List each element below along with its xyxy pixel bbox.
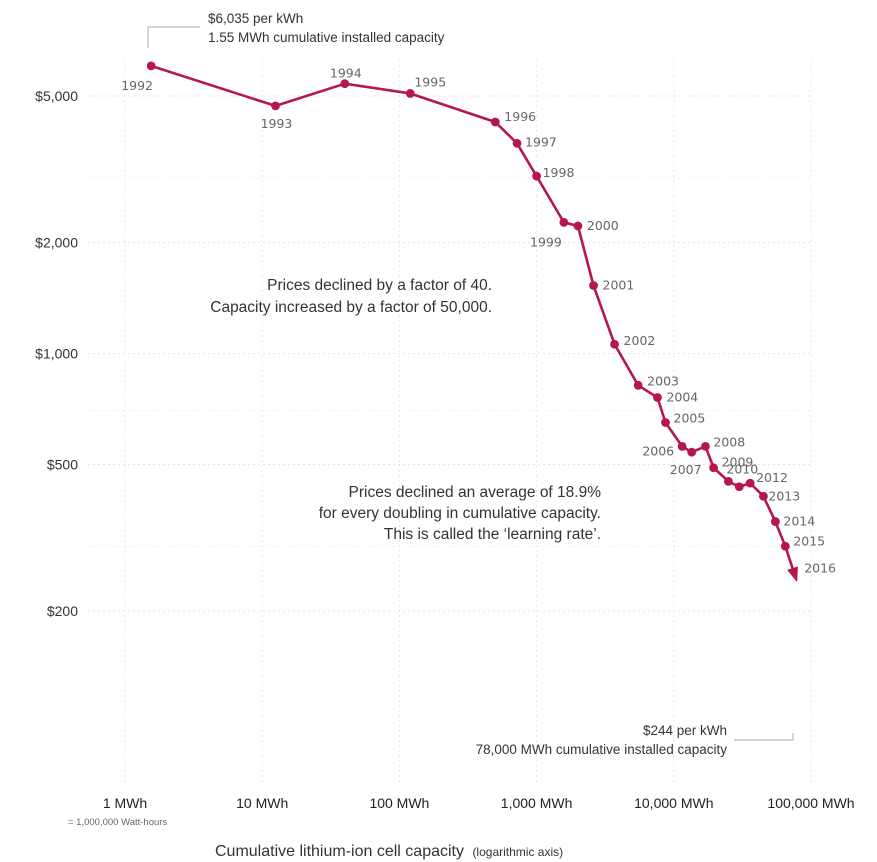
learning-rate-line3: This is called the ‘learning rate’.	[384, 526, 601, 543]
data-point	[512, 138, 522, 148]
year-label: 1998	[543, 165, 575, 180]
year-label: 2000	[587, 218, 619, 233]
year-label: 1996	[504, 109, 536, 124]
year-label: 2014	[783, 514, 815, 529]
start-capacity-annotation: 1.55 MWh cumulative installed capacity	[208, 30, 445, 45]
data-point	[701, 441, 710, 451]
factor-annotation-line1: Prices declined by a factor of 40.	[267, 277, 492, 294]
year-label: 2015	[793, 533, 825, 548]
x-axis-title-note: (logarithmic axis)	[472, 845, 563, 859]
data-point	[770, 517, 780, 526]
year-label: 1997	[525, 134, 557, 149]
data-point	[709, 463, 718, 473]
series-end-arrow	[787, 566, 798, 583]
data-point	[490, 117, 500, 127]
x-tick-label: 10 MWh	[236, 795, 288, 811]
year-label: 2005	[674, 411, 706, 426]
data-point	[723, 476, 733, 486]
price-series: 1992 1993 1994 1995 1996 1997 1998 1999 2000 2001…	[121, 61, 836, 583]
year-label: 2003	[647, 373, 679, 388]
year-label: 2001	[603, 278, 635, 293]
learning-rate-line1: Prices declined an average of 18.9%	[349, 484, 602, 501]
y-tick-label: $5,000	[35, 88, 78, 104]
data-point	[573, 221, 583, 231]
data-point	[405, 89, 415, 98]
start-price-annotation: $6,035 per kWh	[208, 11, 303, 26]
year-label: 2006	[642, 443, 674, 458]
data-point	[271, 101, 280, 111]
year-label: 1995	[414, 74, 446, 89]
year-label: 1994	[330, 66, 362, 81]
end-annotation-leader	[734, 733, 794, 741]
year-label: 2016	[804, 560, 836, 575]
y-axis-ticks: $5,000 $2,000 $1,000 $500 $200	[35, 88, 78, 619]
data-point	[559, 217, 569, 227]
y-tick-label: $500	[47, 457, 78, 473]
mwh-definition-note: = 1,000,000 Watt-hours	[68, 817, 167, 828]
x-axis-ticks: 1 MWh 10 MWh 100 MWh 1,000 MWh 10,000 MWh 100…	[103, 795, 855, 811]
x-tick-label: 100,000 MWh	[767, 795, 854, 811]
year-label: 2008	[713, 434, 745, 449]
y-tick-label: $200	[47, 603, 78, 619]
year-label: 2012	[756, 470, 788, 485]
x-tick-label: 100 MWh	[369, 795, 429, 811]
end-capacity-annotation: 78,000 MWh cumulative installed capacity	[476, 742, 728, 757]
data-point	[734, 482, 744, 492]
year-label: 2007	[670, 462, 702, 477]
data-point	[532, 171, 541, 181]
learning-rate-line2: for every doubling in cumulative capacit…	[319, 505, 601, 522]
start-annotation-leader	[147, 26, 200, 48]
year-label: 2004	[666, 389, 698, 404]
x-tick-label: 10,000 MWh	[634, 795, 713, 811]
data-point	[661, 418, 670, 427]
data-point	[745, 478, 755, 488]
x-axis-title: Cumulative lithium-ion cell capacity (lo…	[215, 843, 563, 860]
data-point	[653, 393, 662, 402]
data-point	[633, 380, 643, 390]
year-label: 2010	[726, 461, 758, 476]
data-point	[759, 491, 768, 501]
year-label: 1992	[121, 78, 153, 93]
x-tick-label: 1,000 MWh	[501, 795, 573, 811]
y-tick-label: $1,000	[35, 346, 78, 362]
year-label: 2002	[624, 333, 656, 348]
end-price-annotation: $244 per kWh	[643, 723, 727, 738]
y-tick-label: $2,000	[35, 235, 78, 251]
factor-annotation-line2: Capacity increased by a factor of 50,000…	[210, 299, 492, 316]
data-point	[687, 447, 697, 457]
data-point	[780, 541, 790, 551]
data-point	[146, 61, 156, 71]
data-point	[340, 79, 350, 89]
year-label: 2013	[768, 488, 800, 503]
x-tick-label: 1 MWh	[103, 795, 147, 811]
x-axis-title-main: Cumulative lithium-ion cell capacity	[215, 843, 464, 860]
data-point	[589, 281, 598, 290]
year-label: 1993	[261, 116, 293, 131]
data-point	[610, 339, 619, 349]
year-label: 1999	[530, 234, 562, 249]
gridlines	[88, 60, 812, 785]
data-point	[677, 441, 687, 451]
price-line	[150, 64, 798, 580]
year-label: 2009	[722, 455, 754, 470]
